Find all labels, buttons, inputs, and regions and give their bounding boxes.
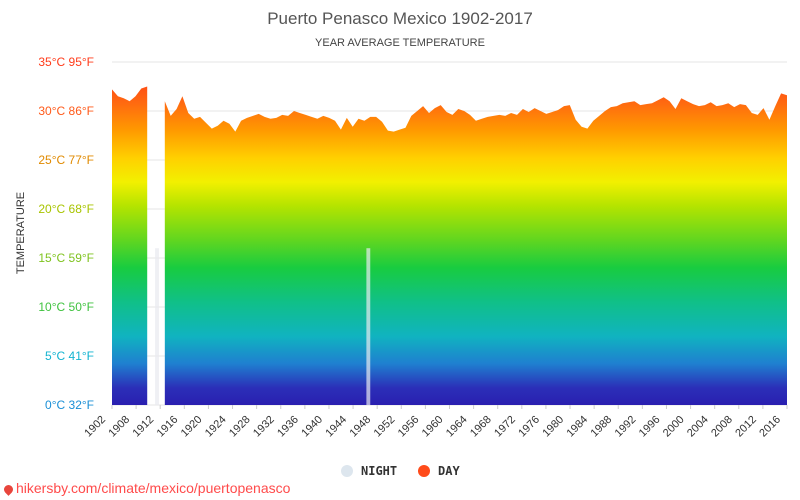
legend-night-marker (341, 465, 353, 477)
x-tick-label: 1988 (589, 414, 615, 440)
x-tick-label: 2012 (733, 414, 759, 440)
x-tick-label: 1936 (275, 414, 301, 440)
y-tick-label: 5°C 41°F (45, 349, 94, 363)
x-tick-label: 1964 (444, 414, 470, 440)
x-tick-label: 1996 (637, 414, 663, 440)
x-tick-label: 1932 (251, 414, 277, 440)
y-tick-label: 0°C 32°F (45, 398, 94, 412)
x-tick-label: 1928 (227, 414, 253, 440)
x-tick-label: 1940 (299, 414, 325, 440)
x-tick-label: 1944 (323, 414, 349, 440)
x-tick-label: 1992 (613, 414, 639, 440)
x-tick-label: 1920 (179, 414, 205, 440)
y-tick-label: 15°C 59°F (38, 251, 94, 265)
legend-item-day[interactable]: DAY (418, 464, 460, 478)
y-tick-label: 30°C 86°F (38, 104, 94, 118)
plot-area (112, 86, 788, 406)
x-tick-label: 1968 (468, 414, 494, 440)
y-tick-label: 20°C 68°F (38, 202, 94, 216)
source-text: hikersby.com/climate/mexico/puertopenasc… (16, 480, 291, 496)
y-tick-label: 25°C 77°F (38, 153, 94, 167)
y-axis-labels: 0°C 32°F 5°C 41°F 10°C 50°F 15°C 59°F 20°C 6… (38, 55, 94, 412)
x-tick-label: 1908 (106, 414, 132, 440)
x-tick-label: 2004 (685, 414, 711, 440)
data-gap (366, 248, 371, 405)
day-area (164, 93, 788, 406)
x-tick-label: 2008 (709, 414, 735, 440)
legend-day-marker (418, 465, 430, 477)
x-tick-label: 1960 (420, 414, 446, 440)
x-tick-label: 2016 (757, 414, 783, 440)
x-axis-labels: 1902190819121916192019241928193219361940… (82, 405, 788, 440)
x-tick-label: 1924 (203, 414, 229, 440)
legend-day-label: DAY (438, 464, 460, 478)
x-tick-label: 1902 (82, 414, 108, 440)
x-tick-label: 2000 (661, 414, 687, 440)
chart-title: Puerto Penasco Mexico 1902-2017 (267, 9, 533, 28)
location-pin-icon (2, 483, 15, 496)
x-tick-label: 1972 (492, 414, 518, 440)
legend-item-night[interactable]: NIGHT (341, 464, 397, 478)
legend: NIGHT DAY (341, 464, 460, 478)
x-tick-label: 1984 (564, 414, 590, 440)
x-tick-label: 1916 (155, 414, 181, 440)
x-tick-label: 1956 (396, 414, 422, 440)
x-tick-label: 1976 (516, 414, 542, 440)
y-tick-label: 10°C 50°F (38, 300, 94, 314)
y-axis-title: TEMPERATURE (15, 192, 27, 274)
y-tick-label: 35°C 95°F (38, 55, 94, 69)
x-tick-label: 1980 (540, 414, 566, 440)
source-link[interactable]: hikersby.com/climate/mexico/puertopenasc… (2, 480, 291, 496)
chart-subtitle: YEAR AVERAGE TEMPERATURE (315, 37, 485, 49)
day-area (112, 86, 148, 405)
x-tick-label: 1952 (372, 414, 398, 440)
x-tick-label: 1912 (131, 414, 157, 440)
x-tick-label: 1948 (348, 414, 374, 440)
data-gap (155, 248, 159, 405)
legend-night-label: NIGHT (361, 464, 397, 478)
